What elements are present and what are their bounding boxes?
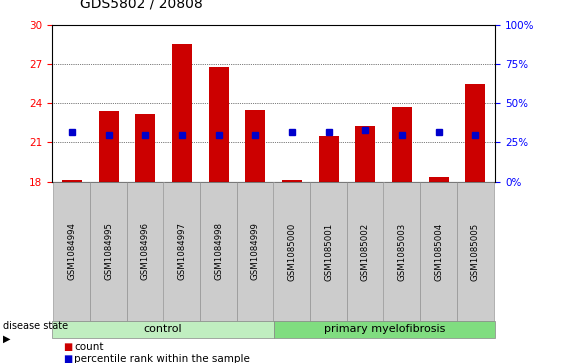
Text: ■: ■ xyxy=(63,342,72,352)
Text: GSM1084995: GSM1084995 xyxy=(104,223,113,280)
Text: GSM1085004: GSM1085004 xyxy=(434,222,443,281)
Bar xyxy=(465,84,485,182)
Text: GSM1085000: GSM1085000 xyxy=(288,222,297,281)
Bar xyxy=(135,114,155,182)
Text: percentile rank within the sample: percentile rank within the sample xyxy=(74,354,250,363)
Text: GSM1084996: GSM1084996 xyxy=(141,223,150,280)
Bar xyxy=(392,107,412,182)
Bar xyxy=(172,44,192,182)
Text: GSM1085003: GSM1085003 xyxy=(397,222,406,281)
Bar xyxy=(319,136,339,182)
Text: ■: ■ xyxy=(63,354,72,363)
Bar xyxy=(428,177,449,182)
Bar xyxy=(355,126,376,182)
Text: ▶: ▶ xyxy=(3,334,10,343)
Text: GSM1084994: GSM1084994 xyxy=(68,223,77,280)
Text: GDS5802 / 20808: GDS5802 / 20808 xyxy=(80,0,203,11)
Text: control: control xyxy=(144,325,182,334)
Bar xyxy=(282,180,302,182)
Bar xyxy=(62,180,82,182)
Text: count: count xyxy=(74,342,104,352)
Text: GSM1085001: GSM1085001 xyxy=(324,222,333,281)
Text: GSM1085005: GSM1085005 xyxy=(471,222,480,281)
Text: GSM1084998: GSM1084998 xyxy=(214,223,223,280)
Text: GSM1084997: GSM1084997 xyxy=(177,223,186,280)
Bar xyxy=(99,111,119,182)
Text: disease state: disease state xyxy=(3,321,68,331)
Text: GSM1084999: GSM1084999 xyxy=(251,223,260,280)
Bar xyxy=(208,67,229,182)
Text: GSM1085002: GSM1085002 xyxy=(361,222,370,281)
Bar xyxy=(245,110,265,182)
Text: primary myelofibrosis: primary myelofibrosis xyxy=(324,325,445,334)
